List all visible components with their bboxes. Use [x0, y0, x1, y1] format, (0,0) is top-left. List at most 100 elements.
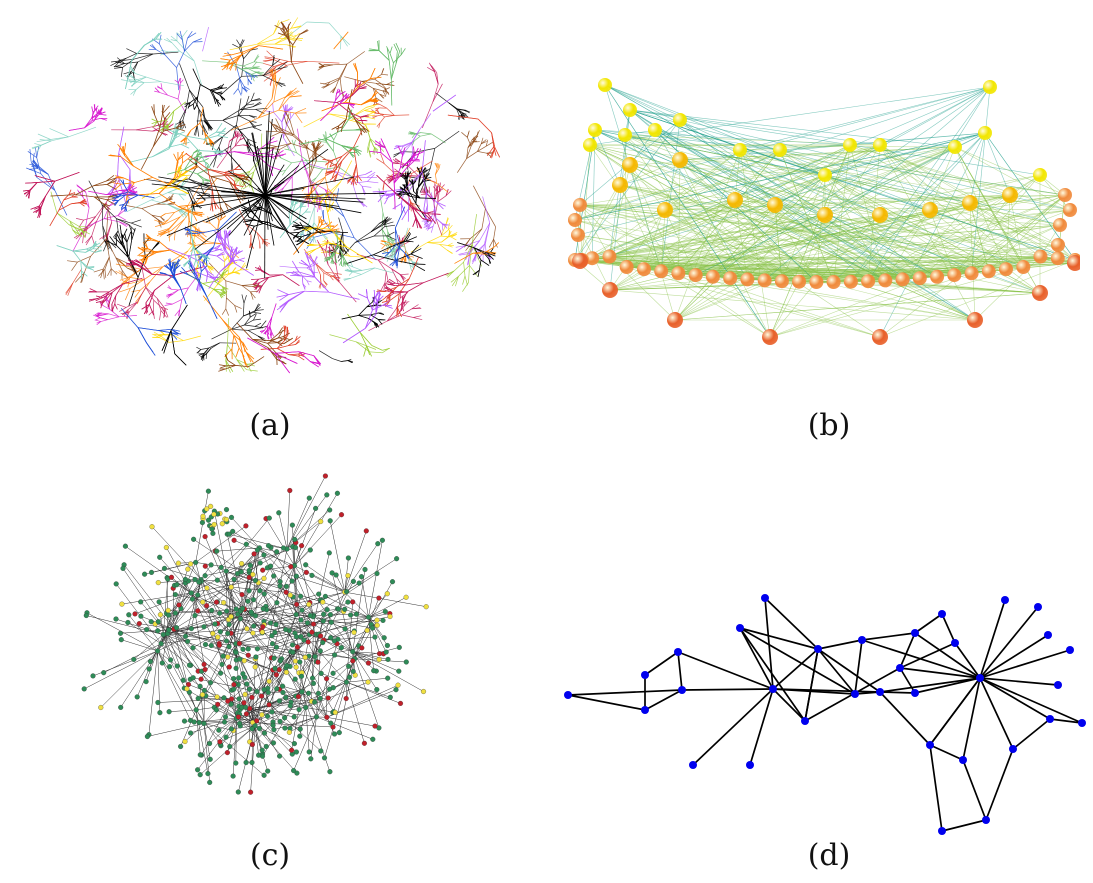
c-node: [294, 601, 300, 607]
b-node: [999, 262, 1013, 277]
c-node: [205, 771, 211, 777]
c-node: [155, 619, 161, 625]
c-node: [236, 720, 243, 727]
c-node: [199, 692, 206, 698]
c-node: [298, 593, 304, 599]
c-node: [277, 718, 283, 725]
c-node: [327, 612, 333, 618]
c-node: [214, 548, 220, 554]
d-node: [851, 690, 859, 698]
b-node: [1053, 218, 1067, 232]
b-node: [673, 113, 687, 127]
c-node: [211, 521, 217, 528]
c-node: [234, 571, 241, 577]
c-node: [257, 588, 263, 594]
d-edge: [1049, 718, 1083, 724]
c-node: [276, 510, 282, 516]
c-node: [372, 634, 378, 640]
c-node: [313, 505, 319, 511]
d-edge: [854, 691, 881, 695]
c-node: [244, 626, 250, 632]
c-node: [240, 671, 246, 677]
c-node: [189, 596, 195, 602]
b-node: [583, 138, 597, 152]
c-node: [292, 676, 298, 682]
d-node: [911, 689, 919, 697]
c-node: [180, 677, 186, 683]
c-node: [296, 707, 302, 713]
c-node: [185, 681, 192, 688]
d-node: [1054, 681, 1062, 689]
d-edge: [899, 632, 916, 669]
c-node: [196, 579, 202, 585]
c-node: [287, 592, 293, 598]
c-node: [241, 658, 247, 664]
c-node: [351, 629, 357, 635]
c-node: [197, 772, 203, 778]
b-node: [843, 138, 857, 152]
d-node: [674, 648, 682, 656]
c-node: [176, 602, 182, 608]
c-node: [226, 644, 232, 650]
d-node: [982, 816, 990, 824]
c-node: [208, 680, 214, 686]
c-node: [241, 700, 247, 706]
c-node: [188, 590, 194, 596]
d-edge: [985, 748, 1014, 821]
c-node: [246, 588, 252, 594]
c-node: [283, 589, 289, 595]
c-node: [261, 687, 267, 693]
c-node: [309, 675, 316, 681]
c-node: [217, 739, 223, 745]
c-node: [272, 665, 278, 671]
c-node: [261, 552, 267, 558]
d-node: [1001, 596, 1009, 604]
b-node: [1058, 188, 1072, 202]
c-node: [274, 686, 280, 692]
c-node: [318, 518, 324, 525]
c-node: [242, 691, 248, 697]
c-node: [320, 599, 326, 605]
d-node: [736, 624, 744, 632]
c-node: [235, 789, 241, 795]
b-node: [733, 143, 747, 157]
d-edge: [929, 744, 964, 761]
b-node: [817, 207, 833, 223]
c-node: [144, 733, 150, 740]
c-node: [213, 707, 219, 713]
c-node: [247, 562, 253, 568]
c-node: [336, 730, 342, 736]
c-node: [249, 694, 255, 700]
c-node: [334, 490, 340, 496]
c-node: [214, 694, 220, 700]
c-node: [306, 495, 312, 501]
b-node: [602, 282, 618, 298]
c-node: [328, 619, 334, 625]
d-edge: [644, 651, 679, 676]
c-node: [228, 514, 235, 520]
b-node: [671, 266, 686, 281]
c-node: [201, 687, 207, 693]
b-node: [1016, 260, 1031, 274]
c-node: [303, 562, 309, 568]
c-node: [293, 749, 299, 755]
d-node: [951, 639, 959, 647]
c-node: [289, 522, 295, 528]
c-node: [321, 611, 327, 617]
c-node: [326, 686, 333, 692]
c-node: [214, 577, 220, 583]
b-node: [962, 195, 978, 211]
c-node: [246, 567, 252, 574]
d-node: [938, 827, 946, 835]
c-node: [394, 556, 400, 562]
b-node: [612, 177, 628, 193]
panel-d-network: [560, 590, 1090, 840]
c-node: [254, 718, 260, 724]
c-node: [266, 515, 272, 521]
d-edge: [979, 677, 1014, 750]
b-node: [964, 266, 979, 281]
c-node: [358, 574, 365, 580]
c-node: [289, 747, 295, 753]
c-node: [252, 577, 258, 583]
c-node: [343, 679, 350, 685]
